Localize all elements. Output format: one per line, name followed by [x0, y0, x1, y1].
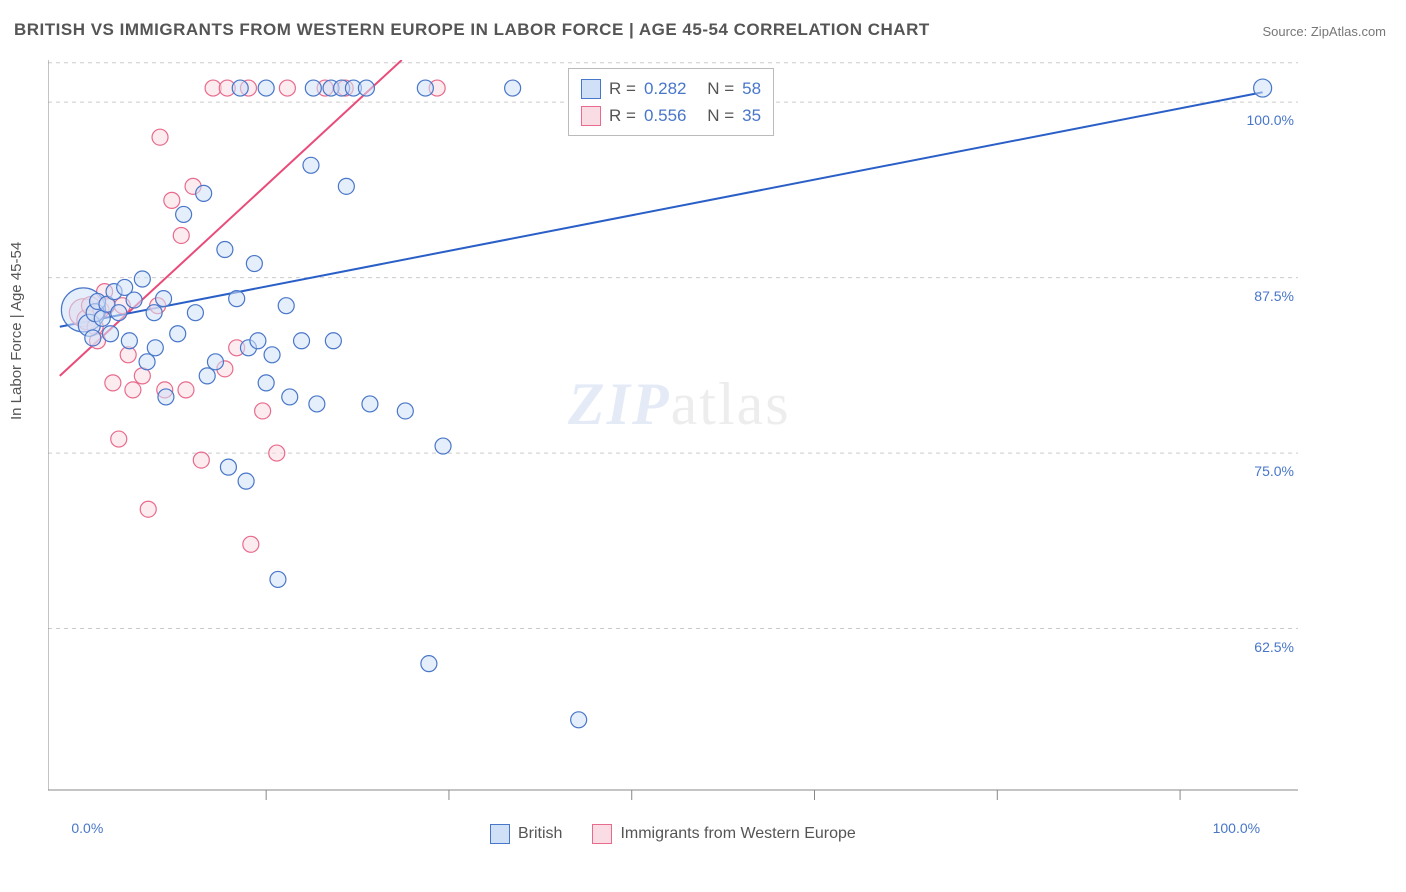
legend-swatch-immigrants: [592, 824, 612, 844]
n-label: N =: [707, 102, 734, 129]
y-tick-label: 87.5%: [1254, 288, 1294, 304]
legend-item-immigrants: Immigrants from Western Europe: [592, 824, 855, 844]
y-axis-label: In Labor Force | Age 45-54: [8, 242, 25, 420]
legend-label: British: [518, 825, 562, 843]
scatter-plot: [48, 60, 1378, 810]
legend-swatch-british: [581, 79, 601, 99]
r-label: R =: [609, 75, 636, 102]
n-value: 58: [742, 75, 761, 102]
n-label: N =: [707, 75, 734, 102]
r-value: 0.282: [644, 75, 687, 102]
legend-item-british: British: [490, 824, 562, 844]
legend-label: Immigrants from Western Europe: [620, 825, 855, 843]
legend-row-immigrants: R = 0.556 N = 35: [581, 102, 761, 129]
r-value: 0.556: [644, 102, 687, 129]
legend-row-british: R = 0.282 N = 58: [581, 75, 761, 102]
source-attribution: Source: ZipAtlas.com: [1262, 24, 1386, 39]
legend-correlation: R = 0.282 N = 58 R = 0.556 N = 35: [568, 68, 774, 136]
x-tick-label: 100.0%: [1213, 820, 1260, 836]
y-tick-label: 100.0%: [1247, 112, 1294, 128]
n-value: 35: [742, 102, 761, 129]
y-tick-label: 75.0%: [1254, 463, 1294, 479]
y-tick-label: 62.5%: [1254, 639, 1294, 655]
x-tick-label: 0.0%: [71, 820, 103, 836]
chart-title: BRITISH VS IMMIGRANTS FROM WESTERN EUROP…: [14, 20, 930, 40]
legend-series: British Immigrants from Western Europe: [490, 824, 856, 844]
chart-area: ZIPatlas R = 0.282 N = 58 R = 0.556 N = …: [48, 60, 1378, 810]
r-label: R =: [609, 102, 636, 129]
legend-swatch-immigrants: [581, 106, 601, 126]
legend-swatch-british: [490, 824, 510, 844]
